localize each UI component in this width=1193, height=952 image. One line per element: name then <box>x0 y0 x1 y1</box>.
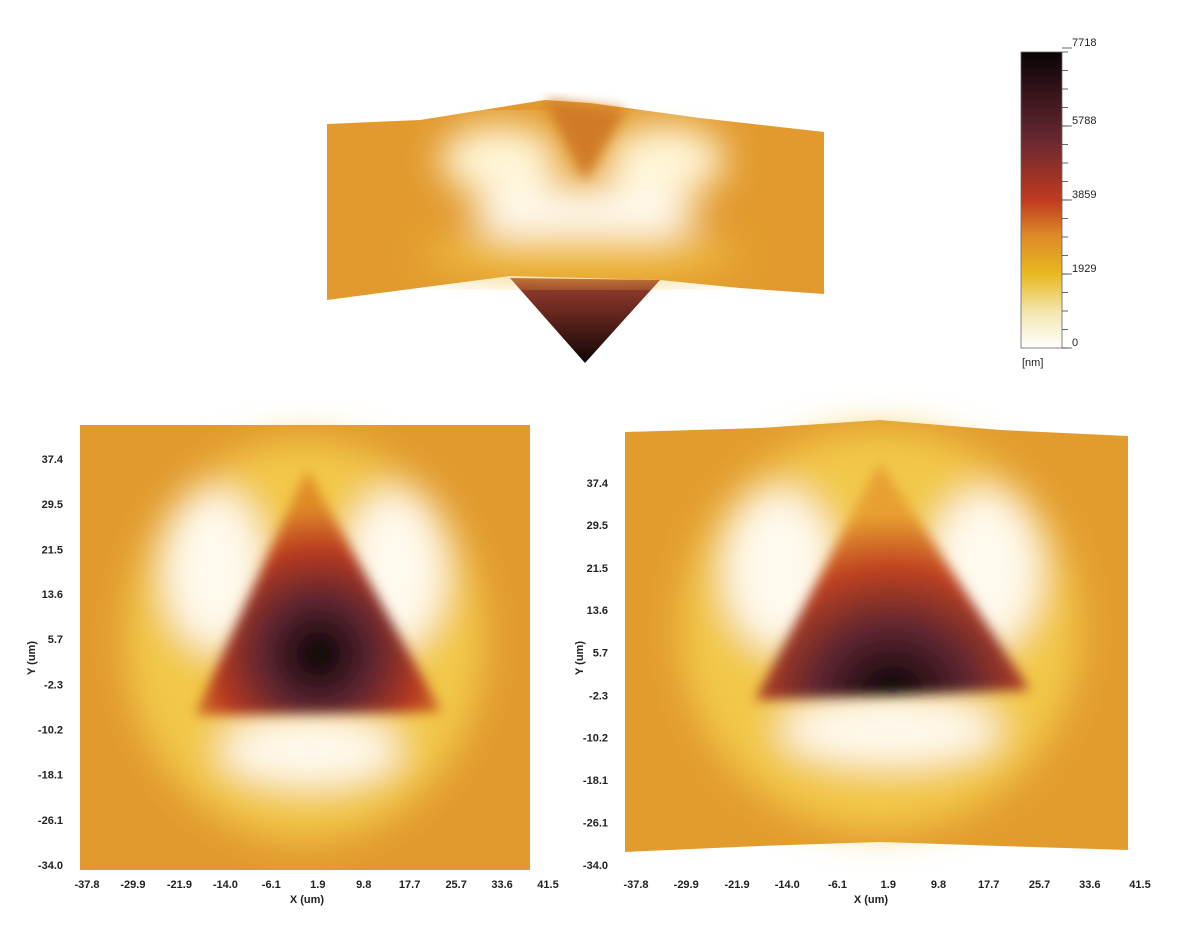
colorbar-tick-label: 1929 <box>1072 263 1096 275</box>
surface-3d <box>327 100 824 363</box>
y-tick-label: 5.7 <box>593 648 608 660</box>
colorbar <box>1020 51 1063 349</box>
y-tick-label: -26.1 <box>583 818 608 830</box>
image-2d <box>80 425 530 870</box>
x-tick-label: -29.9 <box>120 879 145 891</box>
x-tick-label: -14.0 <box>213 879 238 891</box>
y-tick-label: -18.1 <box>38 769 63 781</box>
x-axis-label: X (um) <box>854 894 889 906</box>
x-tick-label: 25.7 <box>1029 879 1050 891</box>
x-tick-label: 9.8 <box>931 879 946 891</box>
x-axis-label: X (um) <box>290 894 325 906</box>
y-axis-label: Y (um) <box>574 641 586 675</box>
y-tick-label: 37.4 <box>587 478 609 490</box>
x-tick-label: -6.1 <box>262 879 281 891</box>
x-tick-label: -21.9 <box>725 879 750 891</box>
y-tick-label: -10.2 <box>38 725 63 737</box>
x-tick-label: -6.1 <box>828 879 847 891</box>
y-tick-label: 13.6 <box>42 589 63 601</box>
y-tick-label: 21.5 <box>42 544 63 556</box>
x-tick-label: -14.0 <box>775 879 800 891</box>
x-tick-label: 33.6 <box>1079 879 1100 891</box>
x-tick-label: -37.8 <box>74 879 99 891</box>
y-tick-label: 13.6 <box>587 605 608 617</box>
x-tick-label: 41.5 <box>537 879 558 891</box>
colorbar-tick-label: 0 <box>1072 337 1078 349</box>
colorbar-tick-label: 5788 <box>1072 115 1096 127</box>
x-tick-label: -29.9 <box>674 879 699 891</box>
y-tick-label: -18.1 <box>583 775 608 787</box>
x-tick-label: -21.9 <box>167 879 192 891</box>
image-perspective <box>625 420 1128 852</box>
y-tick-label: -34.0 <box>38 860 63 872</box>
x-tick-label: 1.9 <box>881 879 896 891</box>
x-tick-label: 9.8 <box>356 879 371 891</box>
x-tick-label: -37.8 <box>623 879 648 891</box>
x-tick-label: 41.5 <box>1129 879 1150 891</box>
y-tick-label: -2.3 <box>44 680 63 692</box>
x-tick-label: 17.7 <box>978 879 999 891</box>
y-tick-label: -10.2 <box>583 733 608 745</box>
y-tick-label: 29.5 <box>42 499 63 511</box>
y-axis-label: Y (um) <box>26 641 38 675</box>
colorbar-tick-label: 3859 <box>1072 189 1096 201</box>
y-tick-label: -34.0 <box>583 860 608 872</box>
x-tick-label: 33.6 <box>491 879 512 891</box>
y-tick-label: -26.1 <box>38 815 63 827</box>
y-tick-label: 21.5 <box>587 563 608 575</box>
colorbar-unit: [nm] <box>1022 357 1043 369</box>
x-tick-label: 17.7 <box>399 879 420 891</box>
x-tick-label: 25.7 <box>445 879 466 891</box>
y-tick-label: -2.3 <box>589 690 608 702</box>
x-tick-label: 1.9 <box>310 879 325 891</box>
y-tick-label: 37.4 <box>42 454 64 466</box>
y-tick-label: 5.7 <box>48 634 63 646</box>
y-tick-label: 29.5 <box>587 520 608 532</box>
colorbar-tick-label: 7718 <box>1072 37 1096 49</box>
